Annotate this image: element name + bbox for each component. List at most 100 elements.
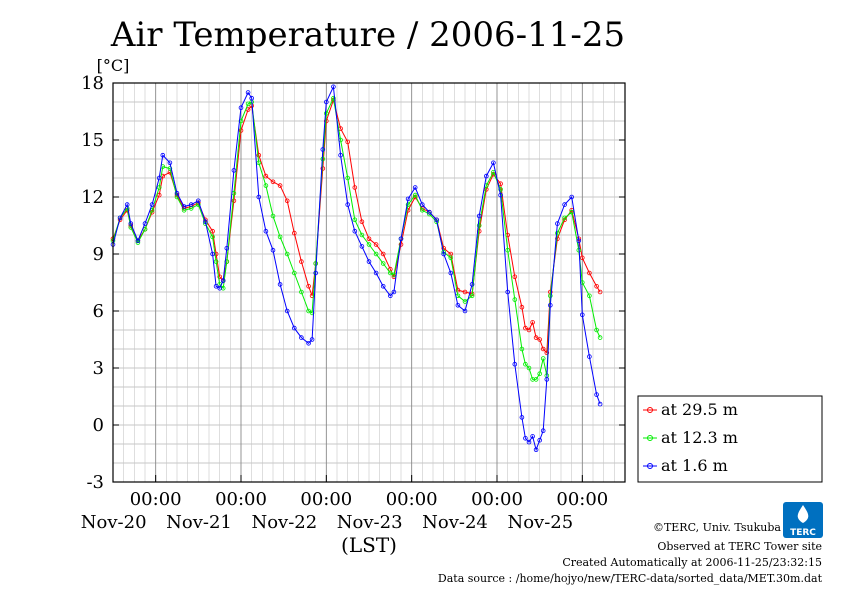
- data-point: [210, 228, 215, 234]
- series-2: [110, 84, 603, 453]
- data-point: [277, 183, 283, 188]
- data-point: [380, 251, 386, 257]
- data-point: [512, 361, 518, 367]
- data-point: [469, 282, 475, 287]
- logo-text: TERC: [790, 528, 816, 538]
- data-point: [523, 325, 528, 331]
- chart-title: Air Temperature / 2006-11-25: [110, 15, 625, 55]
- data-point: [434, 217, 439, 223]
- data-point: [135, 238, 141, 244]
- data-point: [309, 337, 315, 342]
- x-tick-date-label: Nov-23: [337, 512, 403, 533]
- data-point: [512, 297, 518, 302]
- data-point: [448, 270, 454, 276]
- data-point: [238, 128, 244, 133]
- data-point: [345, 175, 351, 181]
- data-point: [519, 415, 525, 420]
- data-point: [398, 242, 404, 247]
- data-point: [124, 202, 130, 207]
- data-point: [277, 234, 283, 240]
- data-point: [597, 401, 603, 407]
- data-point: [291, 325, 297, 331]
- data-point: [491, 160, 496, 166]
- y-tick-label: 15: [81, 130, 104, 151]
- data-point: [210, 234, 215, 240]
- data-point: [359, 219, 365, 225]
- data-point: [419, 208, 425, 213]
- data-point: [270, 247, 276, 253]
- y-axis-unit-label: [°C]: [97, 56, 130, 75]
- data-point: [448, 255, 454, 261]
- data-point: [519, 346, 525, 352]
- data-point: [284, 308, 290, 314]
- x-tick-date-label: Nov-25: [507, 512, 573, 533]
- legend-swatch-marker: [647, 407, 653, 413]
- grid-lines: [113, 83, 625, 482]
- data-point: [270, 213, 276, 219]
- y-tick-label: -3: [86, 472, 104, 493]
- y-tick-label: 3: [93, 358, 104, 379]
- data-point: [366, 242, 372, 247]
- data-point: [313, 270, 319, 276]
- series-line: [112, 96, 601, 380]
- water-drop-icon: [797, 505, 809, 523]
- data-point: [594, 327, 599, 333]
- series-1: [110, 95, 603, 382]
- data-point: [331, 84, 336, 90]
- data-point: [352, 217, 358, 223]
- data-point: [544, 377, 550, 382]
- x-tick-date-label: Nov-22: [251, 512, 317, 533]
- data-point: [128, 221, 134, 226]
- data-point: [540, 346, 546, 352]
- data-point: [537, 337, 542, 342]
- data-point: [530, 434, 535, 439]
- data-point: [562, 215, 567, 221]
- legend: at 29.5 m at 12.3 m at 1.6 m: [637, 395, 823, 483]
- y-tick-label: 18: [81, 73, 104, 94]
- data-point: [323, 99, 329, 105]
- series-0: [110, 97, 603, 356]
- data-point: [320, 147, 326, 152]
- data-point: [256, 160, 262, 166]
- legend-label: at 29.5 m: [661, 400, 738, 419]
- footer-observed: Observed at TERC Tower site: [657, 540, 822, 553]
- data-point: [213, 259, 219, 264]
- data-point: [181, 204, 187, 209]
- data-point: [299, 335, 304, 340]
- data-point: [523, 435, 528, 441]
- x-tick-time-label: 00:00: [215, 489, 267, 510]
- data-point: [224, 246, 230, 251]
- x-tick-date-label: Nov-24: [422, 512, 488, 533]
- x-axis-label: (LST): [341, 533, 397, 557]
- data-point: [427, 209, 432, 215]
- data-point: [284, 198, 290, 204]
- data-point: [455, 287, 461, 293]
- data-point: [569, 209, 574, 215]
- data-point: [291, 270, 297, 276]
- legend-swatch-marker: [647, 463, 653, 469]
- data-point: [547, 293, 553, 299]
- data-point: [597, 289, 603, 295]
- data-point: [526, 327, 532, 333]
- data-point: [576, 238, 582, 244]
- data-point: [352, 185, 358, 190]
- data-point: [256, 152, 262, 158]
- data-point: [419, 202, 425, 207]
- legend-label: at 1.6 m: [661, 456, 728, 475]
- data-point: [462, 299, 468, 304]
- legend-box: [637, 395, 823, 483]
- data-point: [544, 350, 550, 356]
- data-point: [320, 166, 326, 171]
- data-point: [405, 202, 411, 207]
- data-point: [277, 282, 283, 287]
- data-point: [270, 179, 276, 185]
- data-point: [587, 354, 592, 359]
- data-point: [462, 308, 468, 314]
- data-point: [263, 183, 269, 188]
- data-point: [196, 198, 201, 204]
- data-point: [156, 185, 162, 190]
- data-point: [299, 289, 304, 295]
- data-point: [359, 232, 365, 238]
- x-tick-date-label: Nov-20: [81, 512, 147, 533]
- data-point: [533, 447, 539, 453]
